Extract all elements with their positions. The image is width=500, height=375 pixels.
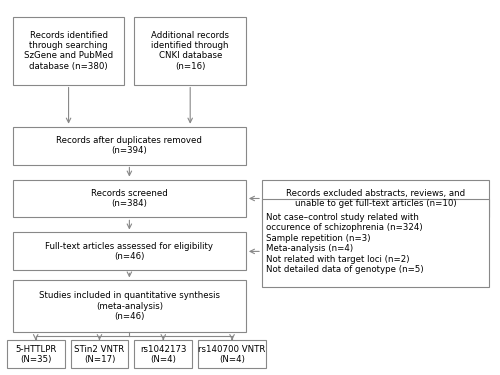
Text: STin2 VNTR
(N=17): STin2 VNTR (N=17) xyxy=(74,345,124,364)
FancyBboxPatch shape xyxy=(70,340,128,368)
Text: Full-text articles assessed for eligibility
(n=46): Full-text articles assessed for eligibil… xyxy=(46,242,213,261)
FancyBboxPatch shape xyxy=(12,180,246,218)
FancyBboxPatch shape xyxy=(12,127,246,165)
Text: Records identified
through searching
SzGene and PubMed
database (n=380): Records identified through searching SzG… xyxy=(24,31,113,71)
Text: Records after duplicates removed
(n=394): Records after duplicates removed (n=394) xyxy=(56,136,203,155)
Text: Additional records
identified through
CNKI database
(n=16): Additional records identified through CN… xyxy=(151,31,229,71)
Text: rs1042173
(N=4): rs1042173 (N=4) xyxy=(140,345,186,364)
Text: Not case–control study related with
occurence of schizophrenia (n=324)
Sample re: Not case–control study related with occu… xyxy=(266,213,424,274)
FancyBboxPatch shape xyxy=(7,340,64,368)
FancyBboxPatch shape xyxy=(262,200,489,287)
Text: 5-HTTLPR
(N=35): 5-HTTLPR (N=35) xyxy=(15,345,56,364)
FancyBboxPatch shape xyxy=(12,232,246,270)
FancyBboxPatch shape xyxy=(134,340,192,368)
Text: rs140700 VNTR
(N=4): rs140700 VNTR (N=4) xyxy=(198,345,266,364)
Text: Records excluded abstracts, reviews, and
unable to get full-text articles (n=10): Records excluded abstracts, reviews, and… xyxy=(286,189,465,208)
FancyBboxPatch shape xyxy=(12,280,246,332)
Text: Studies included in quantitative synthesis
(meta-analysis)
(n=46): Studies included in quantitative synthes… xyxy=(39,291,220,321)
FancyBboxPatch shape xyxy=(134,17,246,85)
FancyBboxPatch shape xyxy=(262,180,489,218)
FancyBboxPatch shape xyxy=(198,340,266,368)
FancyBboxPatch shape xyxy=(12,17,124,85)
Text: Records screened
(n=384): Records screened (n=384) xyxy=(91,189,168,208)
